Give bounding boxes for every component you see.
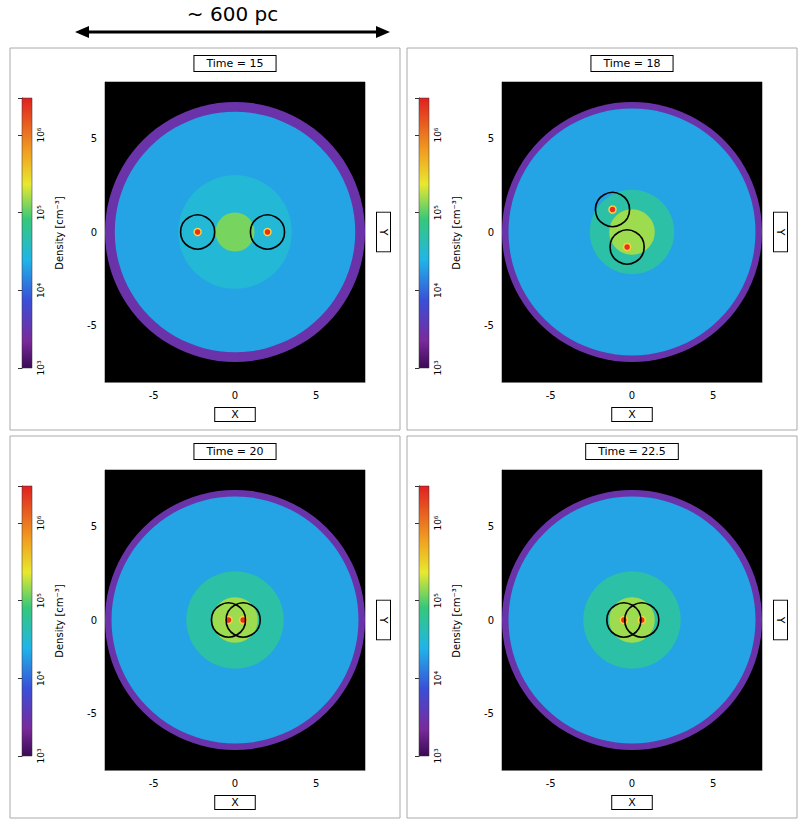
svg-text:0: 0 [488, 615, 494, 626]
svg-text:10⁴: 10⁴ [36, 282, 46, 297]
svg-text:5: 5 [91, 133, 97, 144]
svg-text:Density [cm⁻³]: Density [cm⁻³] [54, 584, 65, 658]
svg-text:Time = 22.5: Time = 22.5 [597, 445, 666, 458]
svg-text:0: 0 [91, 615, 97, 626]
svg-text:10⁶: 10⁶ [36, 515, 46, 530]
svg-text:0: 0 [488, 227, 494, 238]
svg-text:5: 5 [710, 778, 716, 789]
svg-text:10⁵: 10⁵ [433, 593, 443, 608]
svg-text:10⁴: 10⁴ [433, 282, 443, 297]
svg-text:Density [cm⁻³]: Density [cm⁻³] [451, 196, 462, 270]
svg-text:10⁵: 10⁵ [36, 205, 46, 220]
svg-text:Time = 20: Time = 20 [205, 445, 263, 458]
svg-text:X: X [231, 408, 239, 421]
svg-text:Density [cm⁻³]: Density [cm⁻³] [451, 584, 462, 658]
svg-text:10⁴: 10⁴ [433, 670, 443, 685]
svg-text:10⁵: 10⁵ [36, 593, 46, 608]
svg-text:-5: -5 [149, 390, 159, 401]
svg-text:Y: Y [377, 228, 390, 236]
svg-text:5: 5 [710, 390, 716, 401]
svg-text:5: 5 [488, 133, 494, 144]
svg-text:Y: Y [377, 616, 390, 624]
svg-text:Time = 15: Time = 15 [205, 57, 263, 70]
svg-text:Y: Y [774, 616, 787, 624]
svg-text:0: 0 [232, 778, 238, 789]
svg-text:Time = 18: Time = 18 [602, 57, 660, 70]
svg-text:-5: -5 [87, 320, 97, 331]
svg-text:10⁶: 10⁶ [433, 515, 443, 530]
svg-text:10³: 10³ [36, 748, 46, 763]
svg-text:0: 0 [629, 778, 635, 789]
svg-text:-5: -5 [484, 320, 494, 331]
svg-text:X: X [231, 796, 239, 809]
svg-text:-5: -5 [87, 708, 97, 719]
svg-text:-5: -5 [546, 390, 556, 401]
svg-text:5: 5 [313, 390, 319, 401]
svg-text:10³: 10³ [36, 360, 46, 375]
svg-text:-5: -5 [149, 778, 159, 789]
svg-text:~ 600 pc: ~ 600 pc [187, 2, 278, 26]
svg-text:5: 5 [313, 778, 319, 789]
svg-text:10⁵: 10⁵ [433, 205, 443, 220]
svg-text:Y: Y [774, 228, 787, 236]
svg-text:10⁴: 10⁴ [36, 670, 46, 685]
svg-text:0: 0 [232, 390, 238, 401]
svg-text:10⁶: 10⁶ [36, 127, 46, 142]
svg-text:-5: -5 [546, 778, 556, 789]
svg-text:10³: 10³ [433, 748, 443, 763]
svg-text:X: X [628, 796, 636, 809]
svg-text:10⁶: 10⁶ [433, 127, 443, 142]
svg-text:0: 0 [629, 390, 635, 401]
svg-text:5: 5 [91, 521, 97, 532]
svg-text:X: X [628, 408, 636, 421]
svg-text:Density [cm⁻³]: Density [cm⁻³] [54, 196, 65, 270]
svg-text:-5: -5 [484, 708, 494, 719]
svg-text:0: 0 [91, 227, 97, 238]
svg-text:5: 5 [488, 521, 494, 532]
svg-text:10³: 10³ [433, 360, 443, 375]
